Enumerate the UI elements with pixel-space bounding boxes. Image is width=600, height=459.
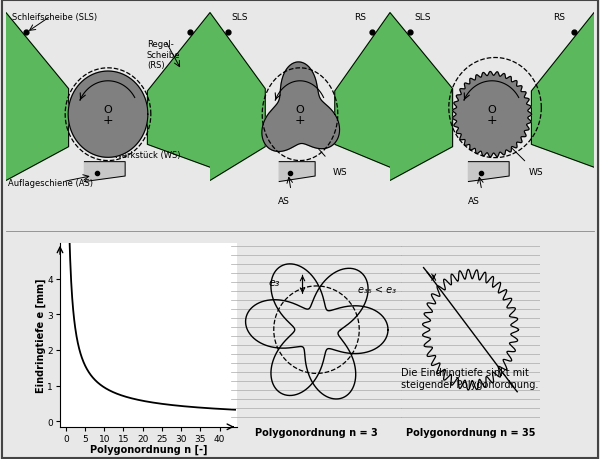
Text: WS: WS [529, 168, 544, 177]
Text: Die Eindringtiefe sinkt mit
steigender Polygonordnung.: Die Eindringtiefe sinkt mit steigender P… [401, 367, 538, 389]
Polygon shape [210, 14, 265, 181]
Polygon shape [279, 162, 315, 182]
Text: AS: AS [278, 196, 290, 206]
Text: +: + [487, 114, 497, 127]
Text: +: + [103, 114, 113, 127]
Polygon shape [469, 162, 509, 182]
Text: O: O [488, 105, 496, 114]
Text: Werkstück (WS): Werkstück (WS) [114, 150, 181, 159]
Y-axis label: Eindringtiefe e [mm]: Eindringtiefe e [mm] [35, 278, 46, 392]
Polygon shape [6, 14, 68, 181]
Polygon shape [85, 162, 125, 182]
Text: O: O [296, 105, 304, 114]
Text: SLS: SLS [415, 12, 431, 22]
Text: e₃₅ < e₃: e₃₅ < e₃ [358, 284, 396, 294]
Polygon shape [452, 73, 532, 157]
Polygon shape [532, 14, 594, 168]
Text: e₃: e₃ [268, 277, 280, 287]
Text: +: + [295, 114, 305, 127]
Text: Auflageschiene (AS): Auflageschiene (AS) [8, 179, 93, 188]
Text: Polygonordnung n = 35: Polygonordnung n = 35 [406, 427, 535, 437]
Polygon shape [262, 63, 340, 152]
Text: RS: RS [354, 12, 366, 22]
Text: Schleifscheibe (SLS): Schleifscheibe (SLS) [12, 12, 97, 22]
Text: WS: WS [332, 168, 347, 177]
Text: O: O [104, 105, 112, 114]
Text: Polygonordnung n = 3: Polygonordnung n = 3 [255, 427, 378, 437]
Text: Regel-
Scheibe
(RS): Regel- Scheibe (RS) [147, 40, 180, 70]
Polygon shape [390, 14, 452, 181]
Polygon shape [335, 14, 390, 168]
Polygon shape [148, 14, 210, 168]
Text: RS: RS [553, 12, 565, 22]
X-axis label: Polygonordnung n [-]: Polygonordnung n [-] [90, 444, 207, 454]
Text: SLS: SLS [232, 12, 248, 22]
Text: AS: AS [467, 196, 479, 206]
Polygon shape [68, 72, 148, 158]
